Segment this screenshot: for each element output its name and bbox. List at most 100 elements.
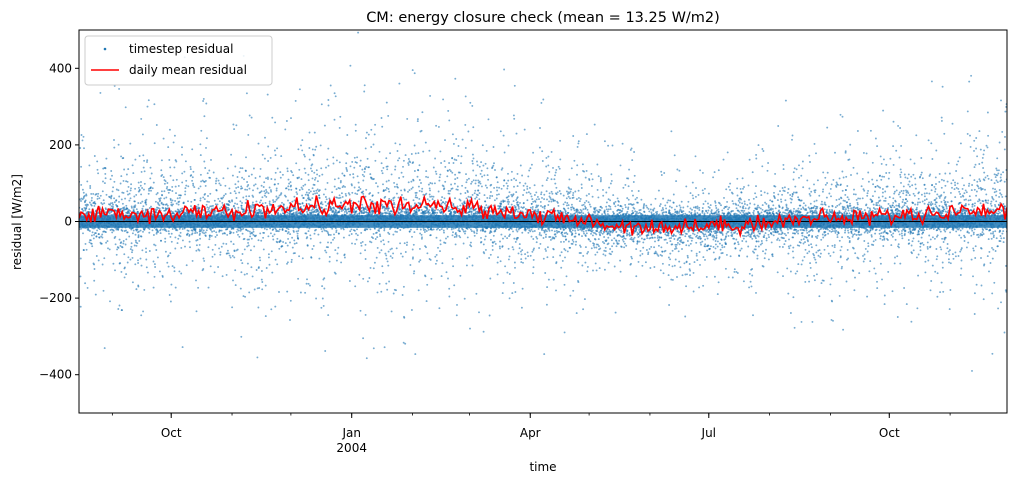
- residual-point: [123, 253, 126, 256]
- residual-point: [167, 230, 170, 233]
- residual-point: [311, 170, 313, 173]
- residual-point: [259, 259, 262, 262]
- residual-point: [100, 235, 103, 238]
- residual-point: [281, 201, 283, 204]
- residual-point: [109, 178, 112, 181]
- residual-point: [366, 209, 369, 212]
- residual-point: [113, 146, 116, 149]
- residual-point: [296, 232, 299, 235]
- residual-point: [255, 234, 257, 237]
- residual-point: [321, 206, 323, 209]
- residual-point: [407, 181, 410, 184]
- residual-point: [276, 230, 279, 232]
- residual-point: [161, 194, 164, 197]
- residual-point: [134, 204, 137, 207]
- residual-point: [207, 208, 210, 211]
- residual-point: [137, 202, 140, 204]
- residual-point: [275, 198, 278, 201]
- residual-point: [395, 289, 397, 292]
- residual-point: [339, 180, 342, 182]
- residual-point: [123, 168, 126, 171]
- residual-point: [453, 182, 456, 185]
- residual-point: [221, 201, 224, 204]
- residual-point: [199, 199, 202, 202]
- residual-point: [178, 270, 181, 273]
- residual-point: [215, 231, 218, 234]
- residual-point: [301, 188, 304, 191]
- residual-point: [218, 213, 221, 216]
- residual-point: [466, 236, 469, 239]
- residual-point: [315, 297, 318, 300]
- residual-point: [429, 189, 431, 192]
- residual-point: [141, 187, 144, 189]
- residual-point: [335, 229, 338, 232]
- residual-point: [281, 227, 284, 230]
- residual-point: [390, 310, 393, 313]
- residual-point: [401, 210, 404, 213]
- residual-point: [376, 236, 379, 239]
- residual-point: [472, 179, 475, 182]
- residual-point: [88, 230, 91, 232]
- residual-point: [354, 192, 357, 195]
- residual-point: [115, 253, 118, 256]
- residual-point: [124, 106, 127, 109]
- residual-point: [232, 243, 235, 246]
- residual-point: [101, 236, 104, 239]
- residual-point: [219, 229, 221, 232]
- residual-point: [460, 162, 462, 165]
- residual-point: [252, 233, 255, 236]
- residual-point: [162, 228, 164, 231]
- residual-point: [93, 204, 96, 207]
- residual-point: [464, 202, 466, 205]
- residual-point: [313, 183, 316, 186]
- residual-point: [428, 187, 431, 190]
- residual-point: [95, 193, 98, 195]
- residual-point: [417, 169, 420, 172]
- residual-point: [273, 183, 276, 186]
- residual-point: [276, 147, 279, 150]
- residual-point: [284, 128, 287, 131]
- residual-point: [481, 144, 484, 147]
- residual-point: [386, 165, 389, 168]
- residual-point: [308, 158, 311, 161]
- residual-point: [255, 269, 258, 271]
- residual-point: [148, 231, 151, 234]
- residual-point: [444, 139, 446, 142]
- residual-point: [134, 205, 137, 208]
- residual-point: [403, 242, 406, 245]
- residual-point: [149, 177, 152, 180]
- residual-point: [339, 196, 342, 199]
- residual-point: [438, 179, 441, 182]
- residual-point: [352, 173, 355, 176]
- residual-point: [124, 243, 127, 246]
- residual-point: [237, 180, 240, 183]
- residual-point: [245, 195, 248, 198]
- residual-point: [362, 277, 365, 280]
- residual-point: [298, 255, 301, 258]
- residual-point: [270, 250, 273, 253]
- residual-point: [434, 170, 437, 173]
- residual-point: [277, 182, 280, 185]
- residual-point: [282, 241, 285, 243]
- residual-point: [279, 171, 282, 174]
- residual-point: [119, 207, 122, 210]
- residual-point: [150, 205, 152, 208]
- residual-point: [203, 232, 206, 235]
- residual-point: [179, 231, 182, 234]
- residual-point: [401, 255, 404, 258]
- residual-point: [257, 266, 260, 269]
- residual-point: [448, 162, 451, 164]
- residual-point: [89, 187, 92, 189]
- residual-point: [204, 235, 207, 237]
- residual-point: [405, 198, 408, 201]
- residual-point: [214, 235, 217, 238]
- residual-point: [397, 196, 400, 199]
- residual-point: [361, 240, 364, 243]
- residual-point: [153, 142, 156, 145]
- residual-point: [430, 277, 433, 280]
- residual-point: [380, 290, 383, 293]
- residual-point: [450, 183, 453, 186]
- residual-point: [191, 207, 194, 210]
- residual-point: [286, 244, 289, 247]
- residual-point: [359, 309, 362, 312]
